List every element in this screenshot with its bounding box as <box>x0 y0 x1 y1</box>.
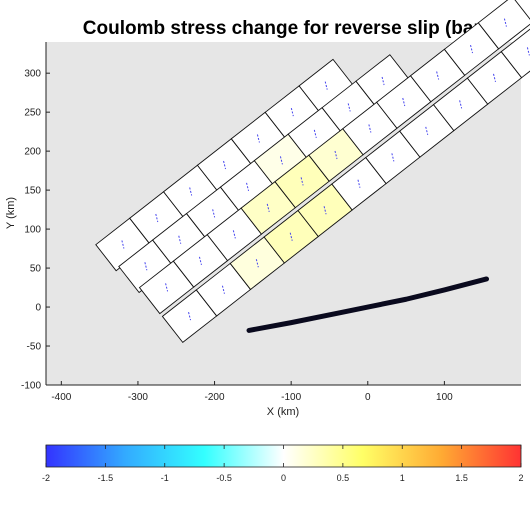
y-tick-label: 100 <box>24 225 41 236</box>
slip-vector-icon <box>256 134 260 143</box>
slip-vector-icon <box>232 230 236 239</box>
slip-vector-icon <box>279 156 283 165</box>
y-tick-label: 300 <box>24 69 41 80</box>
slip-vector-icon <box>526 47 530 56</box>
slip-vector-icon <box>246 182 250 191</box>
colorbar-tick-label: 0 <box>281 473 286 483</box>
plot-area: -400 -300 -200 -100 0 100 -100 -50 0 50 100 150 200… <box>21 0 530 403</box>
slip-vector-icon <box>347 103 351 112</box>
slip-vector-icon <box>223 160 227 170</box>
y-tick-label: 250 <box>24 108 41 119</box>
fault-patch <box>477 0 530 50</box>
y-axis-ticks: -100 -50 0 50 100 150 200 250 300 <box>21 69 50 392</box>
slip-vector-icon <box>402 97 406 107</box>
slip-vector-icon <box>323 206 327 215</box>
slip-vector-icon <box>436 71 440 80</box>
fault-patch <box>500 28 530 79</box>
slip-vector-icon <box>198 256 202 265</box>
y-tick-label: -50 <box>27 342 42 353</box>
colorbar-tick-label: -1.5 <box>98 473 114 483</box>
x-tick-label: 0 <box>365 392 371 403</box>
colorbar-tick-label: -1 <box>161 473 169 483</box>
y-tick-label: -100 <box>21 381 41 392</box>
slip-vector-icon <box>121 240 125 249</box>
slip-vector-icon <box>188 312 192 321</box>
colorbar-tick-label: 1 <box>400 473 405 483</box>
colorbar-tick-label: -0.5 <box>216 473 232 483</box>
x-tick-label: -400 <box>51 392 71 403</box>
slip-vector-icon <box>470 44 474 54</box>
x-tick-label: -300 <box>128 392 148 403</box>
slip-vector-icon <box>255 259 259 268</box>
slip-vector-icon <box>334 150 338 160</box>
slip-vector-icon <box>189 187 193 196</box>
slip-vector-icon <box>300 177 304 186</box>
y-tick-label: 200 <box>24 147 41 158</box>
colorbar-tick-label: 0.5 <box>337 473 350 483</box>
slip-vector-icon <box>144 262 148 271</box>
slip-vector-icon <box>357 179 361 188</box>
x-tick-label: -200 <box>205 392 225 403</box>
slip-vector-icon <box>368 124 372 133</box>
y-axis-label: Y (km) <box>5 197 17 229</box>
colorbar: -2 -1.5 -1 -0.5 0 0.5 1 1.5 2 <box>42 444 524 483</box>
colorbar-ticks: -2 -1.5 -1 -0.5 0 0.5 1 1.5 2 <box>42 445 524 483</box>
slip-vector-icon <box>391 153 395 162</box>
slip-vector-icon <box>290 107 294 117</box>
slip-vector-icon <box>324 81 328 90</box>
slip-vector-icon <box>493 73 496 83</box>
y-tick-label: 50 <box>30 264 42 275</box>
x-axis-ticks: -400 -300 -200 -100 0 100 <box>51 381 453 403</box>
slip-vector-icon <box>425 126 429 135</box>
fault-patches <box>95 0 530 344</box>
slip-vector-icon <box>178 235 182 244</box>
x-tick-label: -100 <box>281 392 301 403</box>
x-tick-label: 100 <box>436 392 453 403</box>
colorbar-tick-label: 1.5 <box>455 473 468 483</box>
slip-vector-icon <box>289 232 293 241</box>
y-tick-label: 0 <box>35 303 41 314</box>
slip-vector-icon <box>221 285 225 294</box>
x-axis-label: X (km) <box>267 406 299 418</box>
colorbar-tick-label: 2 <box>518 473 523 483</box>
trench-polyline <box>246 276 490 333</box>
slip-vector-icon <box>381 76 385 86</box>
chart-title: Coulomb stress change for reverse slip (… <box>83 18 487 39</box>
slip-vector-icon <box>165 283 169 292</box>
slip-vector-icon <box>155 213 159 223</box>
slip-vector-icon <box>503 18 507 27</box>
slip-vector-icon <box>459 100 463 109</box>
y-tick-label: 150 <box>24 186 41 197</box>
slip-vector-icon <box>313 129 317 139</box>
trench-line <box>246 276 490 333</box>
slip-vector-icon <box>266 203 270 213</box>
colorbar-tick-label: -2 <box>42 473 50 483</box>
slip-vector-icon <box>212 209 216 218</box>
